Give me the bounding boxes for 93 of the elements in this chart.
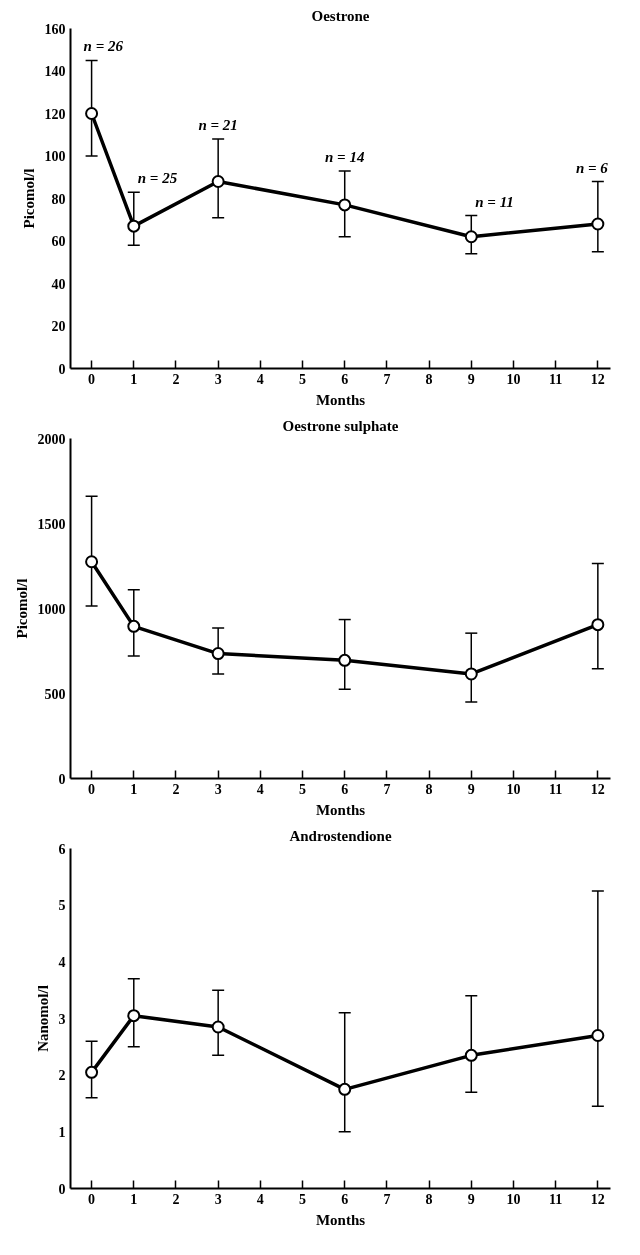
y-tick-label: 60 bbox=[51, 234, 66, 249]
point bbox=[338, 653, 352, 667]
x-tick-label: 12 bbox=[590, 371, 605, 387]
point bbox=[211, 175, 225, 188]
x-tick-label: 4 bbox=[256, 1191, 264, 1207]
x-tick-label: 7 bbox=[383, 781, 391, 797]
point bbox=[85, 555, 99, 569]
x-tick-label: 8 bbox=[425, 781, 433, 797]
point bbox=[338, 1082, 352, 1096]
x-tick-label: 5 bbox=[299, 781, 307, 797]
x-tick-label: 9 bbox=[467, 1191, 475, 1207]
y-tick-label: 0 bbox=[58, 361, 66, 377]
point bbox=[127, 619, 141, 633]
x-tick-label: 2 bbox=[172, 371, 180, 387]
x-tick-label: 3 bbox=[214, 1191, 222, 1207]
x-tick-label: 9 bbox=[467, 781, 475, 797]
annotation: n = 6 bbox=[575, 159, 609, 176]
annotation: n = 25 bbox=[137, 170, 178, 187]
x-tick-label: 12 bbox=[590, 781, 605, 797]
x-tick-label: 3 bbox=[214, 781, 222, 797]
point bbox=[85, 1065, 99, 1079]
x-tick-label: 2 bbox=[172, 1191, 180, 1207]
point bbox=[591, 1029, 605, 1042]
y-axis-title: Picomol/l bbox=[20, 168, 37, 229]
x-tick-label: 11 bbox=[549, 1191, 563, 1207]
point bbox=[127, 219, 141, 233]
x-tick-label: 8 bbox=[425, 1191, 433, 1207]
chart-title: Oestrone bbox=[311, 7, 370, 24]
point bbox=[127, 1009, 141, 1023]
x-tick-label: 5 bbox=[299, 371, 307, 387]
y-tick-label: 160 bbox=[44, 21, 66, 37]
y-axis-title: Picomol/l bbox=[13, 578, 30, 639]
x-tick-label: 0 bbox=[88, 1191, 96, 1207]
y-tick-label: 2 bbox=[58, 1068, 66, 1084]
point bbox=[464, 230, 478, 244]
y-tick-label: 2000 bbox=[37, 431, 66, 447]
point bbox=[338, 198, 352, 212]
y-tick-label: 140 bbox=[44, 64, 66, 79]
x-tick-label: 2 bbox=[172, 781, 180, 797]
y-tick-label: 0 bbox=[58, 1181, 66, 1197]
y-tick-label: 40 bbox=[51, 276, 66, 292]
y-tick-label: 100 bbox=[44, 149, 66, 164]
point bbox=[591, 217, 605, 231]
y-tick-label: 4 bbox=[58, 954, 66, 970]
y-tick-label: 120 bbox=[44, 106, 66, 122]
point bbox=[591, 618, 605, 632]
y-tick-label: 0 bbox=[58, 771, 66, 787]
x-tick-label: 7 bbox=[383, 1191, 391, 1207]
x-tick-label: 10 bbox=[506, 781, 521, 797]
point bbox=[464, 667, 478, 681]
x-tick-label: 4 bbox=[256, 781, 264, 797]
x-tick-label: 9 bbox=[467, 371, 475, 387]
annotation: n = 21 bbox=[198, 117, 238, 133]
y-tick-label: 1000 bbox=[37, 601, 66, 617]
y-tick-label: 5 bbox=[58, 898, 66, 914]
y-tick-label: 1500 bbox=[37, 516, 66, 532]
point bbox=[464, 1048, 478, 1062]
x-tick-label: 1 bbox=[130, 1191, 138, 1207]
x-tick-label: 11 bbox=[549, 781, 563, 797]
y-tick-label: 6 bbox=[58, 841, 66, 857]
x-tick-label: 6 bbox=[341, 371, 349, 387]
point bbox=[211, 647, 225, 661]
x-tick-label: 12 bbox=[590, 1191, 605, 1207]
x-tick-label: 7 bbox=[383, 371, 391, 387]
y-tick-label: 20 bbox=[51, 319, 66, 334]
x-tick-label: 1 bbox=[130, 781, 138, 797]
x-tick-label: 0 bbox=[88, 371, 96, 387]
x-tick-label: 0 bbox=[88, 781, 96, 797]
y-tick-label: 1 bbox=[58, 1124, 66, 1140]
x-tick-label: 6 bbox=[341, 781, 349, 797]
y-axis-title: Nanomol/l bbox=[34, 985, 51, 1052]
chart-title: Androstendione bbox=[289, 827, 392, 844]
chart-title: Oestrone sulphate bbox=[282, 417, 399, 434]
x-tick-label: 1 bbox=[130, 371, 138, 387]
x-tick-label: 8 bbox=[425, 371, 433, 387]
x-tick-label: 3 bbox=[214, 371, 222, 387]
y-tick-label: 500 bbox=[44, 686, 66, 702]
point bbox=[85, 107, 99, 120]
y-tick-label: 3 bbox=[58, 1011, 66, 1027]
x-tick-label: 4 bbox=[256, 371, 264, 387]
x-axis-title: Months bbox=[315, 801, 366, 818]
x-tick-label: 11 bbox=[549, 371, 563, 387]
x-tick-label: 10 bbox=[506, 1191, 521, 1207]
y-tick-label: 80 bbox=[51, 191, 66, 207]
point bbox=[211, 1020, 225, 1034]
annotation: n = 26 bbox=[83, 38, 124, 55]
x-tick-label: 6 bbox=[341, 1191, 349, 1207]
x-axis-title: Months bbox=[315, 1211, 366, 1228]
x-axis-title: Months bbox=[315, 391, 366, 408]
x-tick-label: 5 bbox=[299, 1191, 307, 1207]
annotation: n = 11 bbox=[475, 193, 514, 210]
annotation: n = 14 bbox=[325, 148, 365, 165]
x-tick-label: 10 bbox=[506, 371, 521, 387]
